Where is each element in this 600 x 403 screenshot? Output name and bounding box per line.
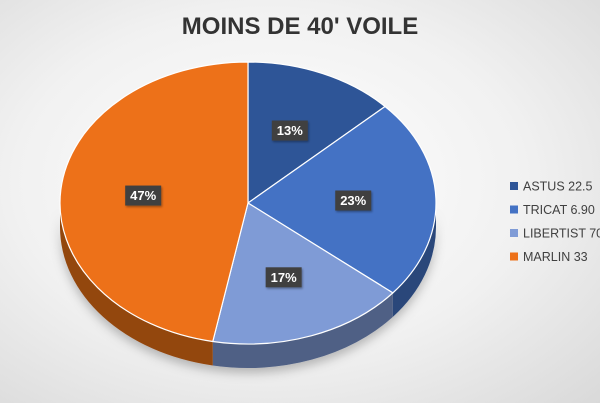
data-label-box [125, 185, 162, 206]
legend-swatch [510, 182, 518, 190]
legend-item-libertist-703[interactable]: LIBERTIST 703 [510, 227, 600, 241]
legend: ASTUS 22.5 TRICAT 6.90 LIBERTIST 703 MARLIN… [510, 180, 600, 264]
data-label-text: 47% [130, 188, 156, 203]
pie-data-labels: 13% 23% 17% 47% [125, 120, 372, 288]
data-label-text: 13% [277, 123, 303, 138]
pie-top [59, 61, 437, 345]
data-label-libertist-703: 17% [265, 267, 302, 288]
legend-label: TRICAT 6.90 [523, 203, 595, 217]
legend-swatch [510, 229, 518, 237]
legend-label: MARLIN 33 [523, 250, 588, 264]
legend-item-tricat-6-90[interactable]: TRICAT 6.90 [510, 203, 595, 217]
pie-slice-astus-22-5[interactable] [247, 61, 386, 204]
pie-side-libertist-703 [212, 292, 393, 368]
legend-swatch [510, 252, 518, 261]
pie-depth [60, 203, 436, 368]
pie-side-marlin-33 [60, 203, 213, 366]
data-label-marlin-33: 47% [125, 185, 162, 206]
data-label-text: 17% [271, 270, 297, 285]
data-label-tricat-6-90: 23% [335, 190, 372, 211]
data-label-box [265, 267, 302, 288]
pie-slice-libertist-703[interactable] [212, 202, 394, 345]
legend-item-marlin-33[interactable]: MARLIN 33 [510, 250, 588, 264]
pie-side-tricat-6-90 [392, 203, 436, 317]
legend-item-astus-22-5[interactable]: ASTUS 22.5 [510, 180, 593, 194]
data-label-text: 23% [340, 193, 366, 208]
legend-label: LIBERTIST 703 [523, 227, 600, 241]
legend-label: ASTUS 22.5 [523, 180, 593, 194]
legend-swatch [510, 205, 518, 214]
data-label-box [335, 190, 372, 211]
chart-title: MOINS DE 40' VOILE [182, 13, 418, 40]
data-label-astus-22-5: 13% [271, 120, 308, 141]
data-label-box [271, 120, 308, 141]
